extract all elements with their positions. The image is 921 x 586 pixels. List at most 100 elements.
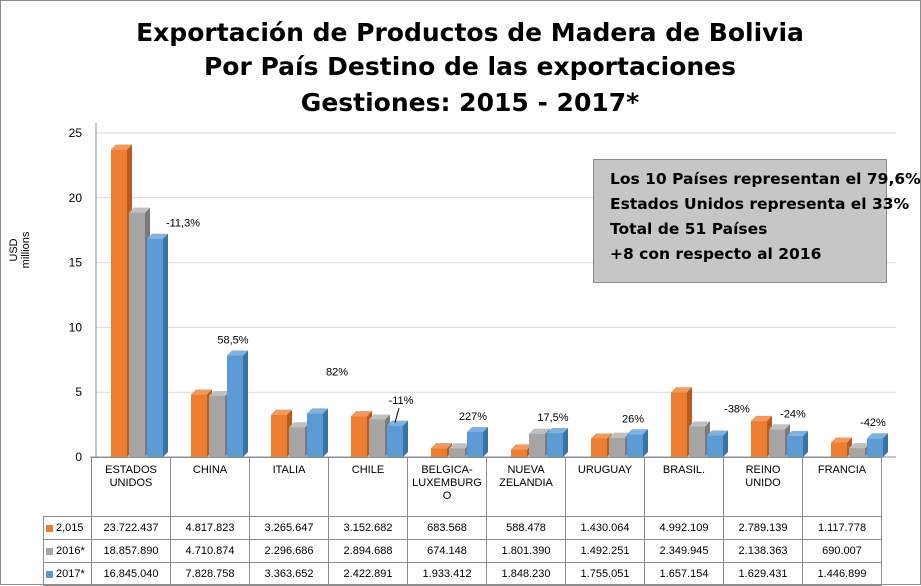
annotation-label: 58,5% xyxy=(217,335,248,347)
bar xyxy=(289,427,305,457)
table-cell-value: 2.789.139 xyxy=(723,516,803,540)
bar-top xyxy=(769,424,790,430)
table-cell-value: 683.568 xyxy=(407,516,487,540)
x-category-label: ITALIA xyxy=(249,457,329,517)
bar xyxy=(627,434,643,457)
bar-side xyxy=(723,430,728,457)
info-box: Los 10 Países representan el 79,6% Estad… xyxy=(593,159,921,283)
table-cell-value: 3.265.647 xyxy=(249,516,329,540)
bar-top xyxy=(787,430,808,436)
bar-top xyxy=(831,437,852,443)
bar xyxy=(689,426,705,457)
bar-side xyxy=(883,433,888,457)
table-category-row: ESTADOS UNIDOS CHINA ITALIA CHILE BELGICA- LUX… xyxy=(43,457,882,517)
table-cell-value: 2.894.688 xyxy=(328,539,408,563)
y-tick-label: 20 xyxy=(69,191,83,205)
bar-top xyxy=(529,428,550,434)
table-cell-value: 2.296.686 xyxy=(249,539,329,563)
table-cell-value: 1.848.230 xyxy=(486,562,566,586)
bar-side xyxy=(483,426,488,457)
table-row: 2016* 18.857.890 4.710.874 2.296.686 2.894.6… xyxy=(43,539,882,563)
y-tick-label: 5 xyxy=(75,385,82,399)
table-cell-value: 3.152.682 xyxy=(328,516,408,540)
bar xyxy=(431,448,447,457)
table-cell-value: 2.349.945 xyxy=(644,539,724,563)
bar-top xyxy=(449,443,470,449)
table-cell-value: 4.992.109 xyxy=(644,516,724,540)
bar-top xyxy=(609,432,630,438)
bar-top xyxy=(707,430,728,436)
table-cell-value: 2.138.363 xyxy=(723,539,803,563)
info-line-4: +8 con respecto al 2016 xyxy=(610,245,822,263)
annotation-label: -24% xyxy=(780,408,806,420)
table-cell-value: 1.629.431 xyxy=(723,562,803,586)
annotation-leader-line xyxy=(394,408,400,423)
bar-top xyxy=(591,433,612,439)
x-category-label: BELGICA- LUXEMBURG O xyxy=(407,457,487,517)
bar-top xyxy=(111,144,132,150)
x-category-label: ESTADOS UNIDOS xyxy=(91,457,171,517)
bar-top xyxy=(467,426,488,432)
table-row: 2,015 23.722.437 4.817.823 3.265.647 3.152.6… xyxy=(43,516,882,540)
bar-side xyxy=(803,430,808,457)
bar xyxy=(467,431,483,457)
table-cell-value: 1.801.390 xyxy=(486,539,566,563)
bar xyxy=(351,416,367,457)
table-cell-value: 7.828.758 xyxy=(170,562,250,586)
bar xyxy=(191,394,207,457)
bar xyxy=(769,429,785,457)
bar xyxy=(271,414,287,457)
bar-top xyxy=(209,390,230,396)
bar-top xyxy=(547,428,568,434)
table-cell-value: 4.817.823 xyxy=(170,516,250,540)
bar-side xyxy=(563,428,568,457)
bar-top xyxy=(511,444,532,450)
bar xyxy=(307,413,323,457)
bar-top xyxy=(627,429,648,435)
bar xyxy=(547,433,563,457)
bar-top xyxy=(147,233,168,239)
annotation-label: -11,3% xyxy=(166,218,200,230)
bar xyxy=(609,437,625,457)
bar-top xyxy=(191,389,212,395)
table-cell-value: 588.478 xyxy=(486,516,566,540)
table-cell-value: 2.422.891 xyxy=(328,562,408,586)
legend-swatch xyxy=(46,524,53,532)
info-line-1: Los 10 Países representan el 79,6% xyxy=(610,170,921,188)
table-cell-value: 690.007 xyxy=(802,539,882,563)
table-cell-value: 18.857.890 xyxy=(91,539,171,563)
bar xyxy=(591,438,607,457)
legend-entry: 2,015 xyxy=(43,516,92,540)
x-category-label: REINO UNIDO xyxy=(723,457,803,517)
table-cell-value: 1.446.899 xyxy=(802,562,882,586)
x-category-label: URUGUAY xyxy=(565,457,645,517)
bar xyxy=(529,433,545,457)
table-cell-value: 1.755.051 xyxy=(565,562,645,586)
table-row: 2017* 16.845.040 7.828.758 3.363.652 2.422.8… xyxy=(43,562,882,586)
annotation-label: -11% xyxy=(389,395,414,407)
bar xyxy=(707,435,723,457)
bar-top xyxy=(689,421,710,427)
x-category-label: CHINA xyxy=(170,457,250,517)
legend-entry: 2016* xyxy=(43,539,92,563)
bar-top xyxy=(307,408,328,414)
x-category-label: FRANCIA xyxy=(802,457,882,517)
table-corner xyxy=(43,457,92,517)
table-cell-value: 1.492.251 xyxy=(565,539,645,563)
annotation-label: -42% xyxy=(860,417,886,429)
table-cell-value: 1.933.412 xyxy=(407,562,487,586)
table-cell-value: 4.710.874 xyxy=(170,539,250,563)
chart-title-line-1: Exportación de Productos de Madera de Bo… xyxy=(136,18,804,47)
bar-top xyxy=(431,443,452,449)
bar-top xyxy=(751,415,772,421)
bar xyxy=(227,355,243,457)
chart-title-line-2: Por País Destino de las exportaciones xyxy=(203,52,737,81)
bar xyxy=(849,448,865,457)
bar xyxy=(387,425,403,457)
bar-top xyxy=(867,433,888,439)
bar-top xyxy=(387,420,408,426)
bar-side xyxy=(403,420,408,457)
legend-swatch xyxy=(46,570,53,578)
table-cell-value: 674.148 xyxy=(407,539,487,563)
bar xyxy=(671,392,687,457)
